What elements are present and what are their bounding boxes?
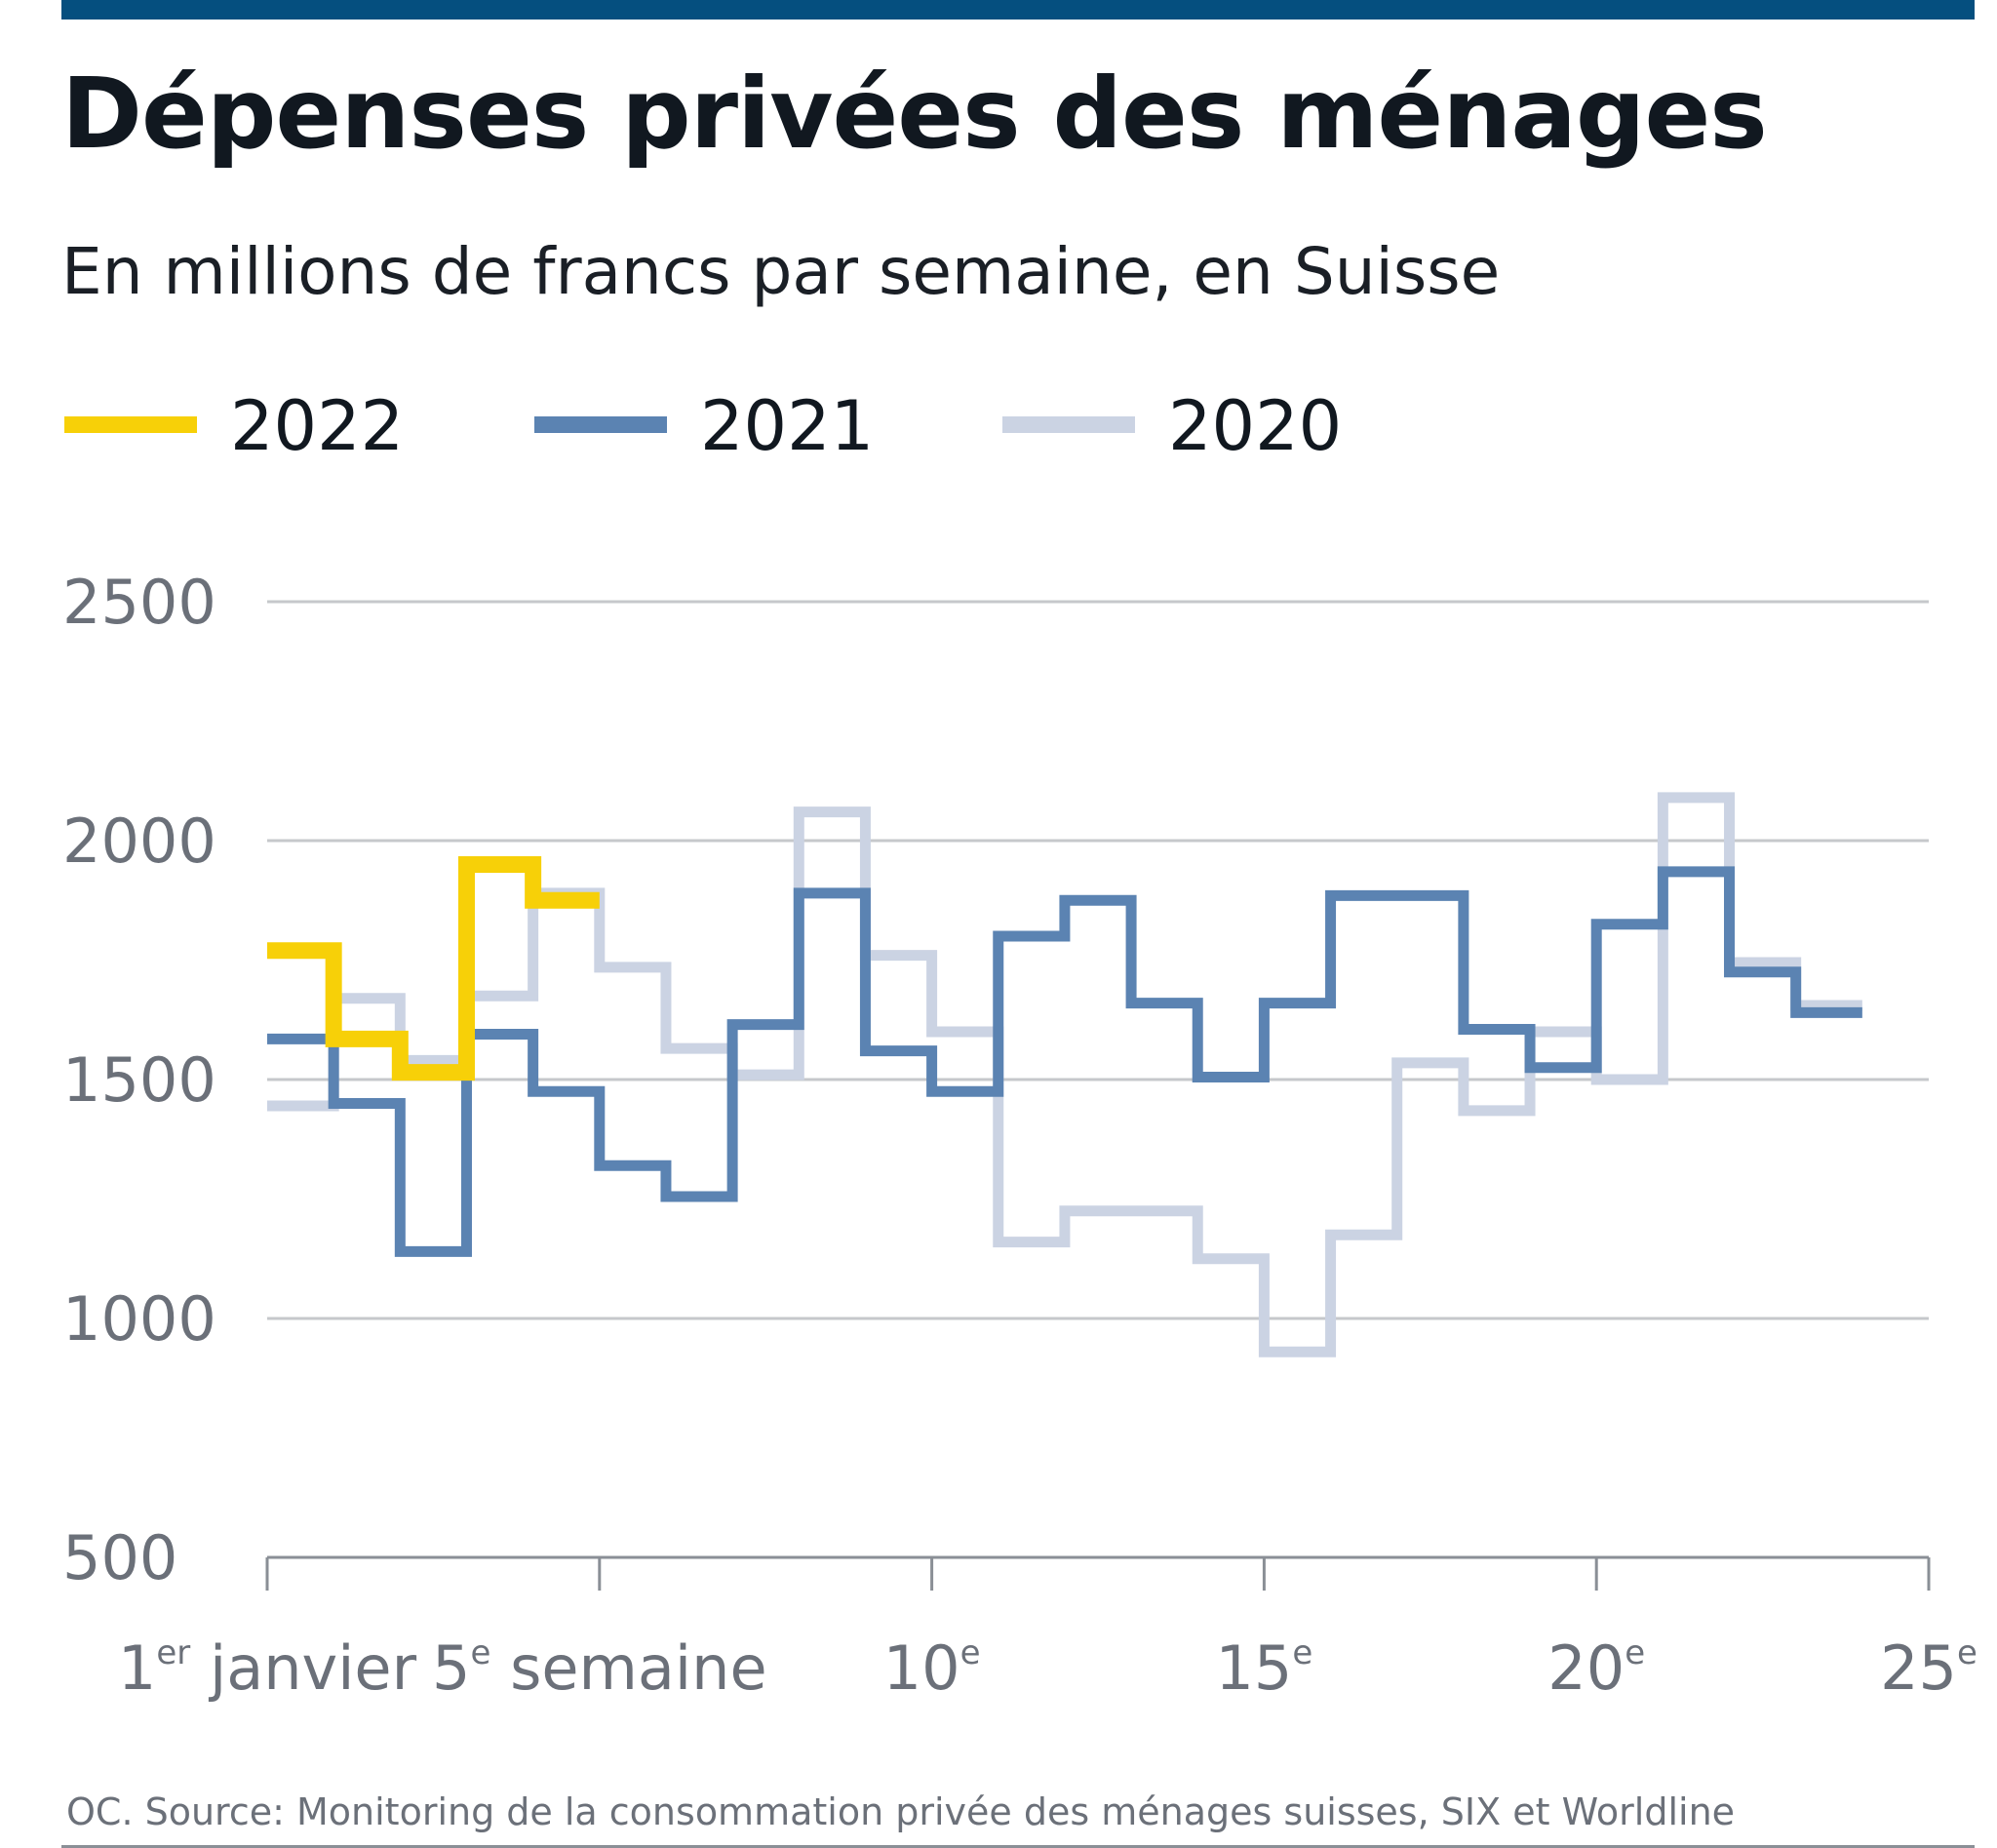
y-tick-label-500: 500 <box>62 1522 177 1593</box>
series-line-2021 <box>267 866 1862 1257</box>
x-tick-label-16: 15e <box>1215 1632 1312 1704</box>
bottom-rule <box>61 1845 1975 1848</box>
series-line-2022 <box>267 856 600 1081</box>
x-tick-label-26: 25e <box>1880 1632 1977 1704</box>
y-tick-label-1500: 1500 <box>62 1044 216 1116</box>
series-line-2020 <box>267 792 1862 1357</box>
source-note: OC. Source: Monitoring de la consommatio… <box>66 1790 1736 1833</box>
chart-subtitle: En millions de francs par semaine, en Su… <box>61 234 1501 309</box>
legend-swatch-2022 <box>64 416 197 433</box>
y-tick-label-2000: 2000 <box>62 806 216 877</box>
top-accent-bar <box>61 0 1975 20</box>
y-tick-label-1000: 1000 <box>62 1283 216 1355</box>
weekly-spending-chart: 500 1000 1500 2000 2500 1er janvier 5e semaine… <box>62 567 1977 1704</box>
legend-label-2022: 2022 <box>230 386 405 466</box>
legend-item-2021: 2021 <box>534 380 924 468</box>
legend-swatch-2021 <box>534 416 667 433</box>
legend-label-2021: 2021 <box>700 386 875 466</box>
x-tick-label-1: 1er janvier <box>118 1632 417 1704</box>
x-tick-label-21: 20e <box>1547 1632 1645 1704</box>
x-tick-label-11: 10e <box>883 1632 981 1704</box>
legend-item-2022: 2022 <box>64 380 454 468</box>
y-tick-label-2500: 2500 <box>62 567 216 638</box>
chart-title: Dépenses privées des ménages <box>61 57 1768 171</box>
x-tick-label-6: 5e semaine <box>432 1632 767 1704</box>
legend-swatch-2020 <box>1002 416 1135 433</box>
legend-label-2020: 2020 <box>1168 386 1343 466</box>
legend-item-2020: 2020 <box>1002 380 1392 468</box>
